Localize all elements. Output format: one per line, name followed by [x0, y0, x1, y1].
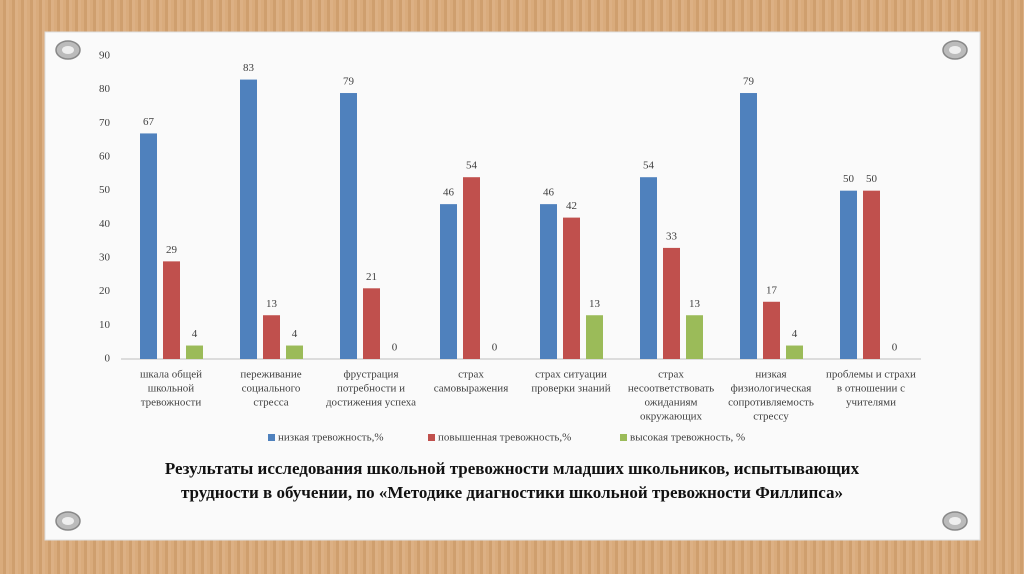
x-tick-label: физиологическая	[731, 383, 812, 395]
x-tick-label: тревожности	[141, 397, 202, 409]
x-tick-label: проблемы и страхи	[826, 369, 916, 381]
bar	[663, 247, 680, 359]
data-label: 21	[366, 271, 377, 283]
y-tick-label: 80	[99, 83, 111, 95]
chart-title: Результаты исследования школьной тревожн…	[165, 459, 860, 478]
x-tick-label: социального	[242, 383, 301, 395]
bar	[163, 261, 180, 359]
bar	[786, 345, 803, 359]
screw-holes	[62, 46, 961, 525]
slide-panel	[44, 31, 981, 541]
bar	[640, 177, 657, 359]
x-tick-label: шкала общей	[140, 369, 202, 381]
bar	[186, 345, 203, 359]
y-tick-label: 10	[99, 319, 111, 331]
bar	[263, 315, 280, 359]
legend-swatch	[268, 434, 275, 441]
bar	[463, 177, 480, 359]
bar	[286, 345, 303, 359]
legend-label: высокая тревожность, %	[630, 432, 745, 444]
data-label: 4	[292, 328, 298, 340]
bar	[863, 190, 880, 359]
legend-label: низкая тревожность,%	[278, 432, 384, 444]
data-label: 67	[143, 116, 155, 128]
y-tick-label: 70	[99, 117, 111, 129]
data-label: 17	[766, 284, 778, 296]
bar	[440, 204, 457, 359]
x-tick-label: сопротивляемость	[728, 397, 814, 409]
bar	[240, 79, 257, 360]
x-tick-label: в отношении с	[837, 383, 905, 395]
x-tick-label: низкая	[755, 369, 786, 381]
x-tick-label: переживание	[240, 369, 301, 381]
data-label: 0	[392, 342, 398, 354]
x-tick-label: проверки знаний	[531, 383, 610, 395]
x-tick-label: ожиданиям	[645, 397, 698, 409]
data-label: 54	[466, 160, 478, 172]
x-tick-label: самовыражения	[434, 383, 509, 395]
y-tick-label: 40	[99, 218, 111, 230]
bar	[586, 315, 603, 359]
data-label: 0	[492, 342, 498, 354]
bar	[340, 93, 357, 360]
data-label: 42	[566, 200, 577, 212]
y-tick-label: 50	[99, 184, 111, 196]
y-tick-label: 20	[99, 285, 111, 297]
bar	[840, 190, 857, 359]
x-tick-label: несоответствовать	[628, 383, 714, 395]
data-label: 4	[792, 328, 798, 340]
y-tick-label: 30	[99, 252, 111, 264]
x-tick-label: стресса	[253, 397, 288, 409]
data-label: 46	[443, 187, 455, 199]
data-label: 0	[892, 342, 898, 354]
data-label: 50	[843, 173, 855, 185]
legend-swatch	[620, 434, 627, 441]
data-label: 13	[689, 298, 701, 310]
y-tick-label: 0	[105, 353, 111, 365]
x-tick-label: достижения успеха	[326, 397, 416, 409]
chart-title: трудности в обучении, по «Методике диагн…	[181, 483, 843, 502]
x-tick-label: учителями	[846, 397, 896, 409]
data-label: 4	[192, 328, 198, 340]
data-label: 83	[243, 62, 255, 74]
data-label: 50	[866, 173, 878, 185]
data-label: 54	[643, 160, 655, 172]
data-label: 13	[266, 298, 278, 310]
data-label: 29	[166, 244, 178, 256]
x-tick-label: потребности и	[337, 383, 405, 395]
bar	[740, 93, 757, 360]
y-tick-label: 90	[99, 50, 111, 62]
x-tick-label: окружающих	[640, 411, 703, 423]
bar	[563, 217, 580, 359]
y-tick-label: 60	[99, 151, 111, 163]
x-tick-label: школьной	[148, 383, 195, 395]
x-tick-label: фрустрация	[343, 369, 398, 381]
bar	[540, 204, 557, 359]
bar	[363, 288, 380, 359]
x-tick-label: страх ситуации	[535, 369, 607, 381]
legend-swatch	[428, 434, 435, 441]
data-label: 46	[543, 187, 555, 199]
data-label: 33	[666, 230, 678, 242]
bar	[140, 133, 157, 359]
x-tick-label: страх	[658, 369, 684, 381]
data-label: 13	[589, 298, 601, 310]
bar	[763, 301, 780, 359]
bar	[686, 315, 703, 359]
data-label: 79	[343, 76, 355, 88]
x-tick-label: страх	[458, 369, 484, 381]
data-label: 79	[743, 76, 755, 88]
legend-label: повышенная тревожность,%	[438, 432, 571, 444]
x-tick-label: стрессу	[753, 411, 789, 423]
